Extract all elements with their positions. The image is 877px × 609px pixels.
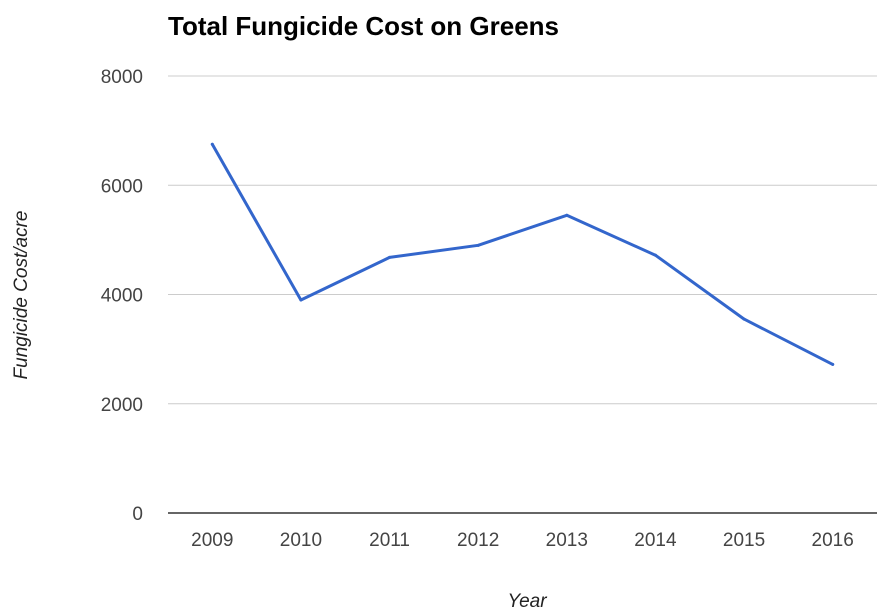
x-axis-title: Year xyxy=(507,591,547,609)
x-tick-label: 2014 xyxy=(634,530,677,551)
x-tick-label: 2010 xyxy=(280,530,322,551)
data-point xyxy=(210,142,214,146)
data-point xyxy=(653,253,657,257)
y-tick-label: 2000 xyxy=(101,395,143,416)
x-tick-label: 2012 xyxy=(457,530,499,551)
series-layer xyxy=(210,142,835,366)
x-tick-label: 2011 xyxy=(369,530,410,551)
data-point xyxy=(299,298,303,302)
y-tick-label: 4000 xyxy=(101,286,143,307)
series-line xyxy=(210,142,835,366)
x-tick-label: 2009 xyxy=(191,530,233,551)
data-point xyxy=(565,213,569,217)
data-point xyxy=(742,317,746,321)
x-tick-label: 2016 xyxy=(812,530,854,551)
chart-title: Total Fungicide Cost on Greens xyxy=(168,11,559,41)
y-tick-label: 6000 xyxy=(101,176,143,197)
data-point xyxy=(388,255,392,259)
y-tick-label: 0 xyxy=(132,504,143,525)
y-tick-label: 8000 xyxy=(101,67,143,88)
x-tick-label: 2013 xyxy=(546,530,588,551)
data-point xyxy=(476,243,480,247)
gridlines xyxy=(168,75,877,514)
x-axis-ticks: 2009 2010 2011 2012 2013 2014 2015 2016 xyxy=(191,530,854,551)
y-axis-ticks: 0 2000 4000 6000 8000 xyxy=(101,67,143,525)
data-point xyxy=(831,362,835,366)
y-axis-title: Fungicide Cost/acre xyxy=(11,211,32,380)
x-tick-label: 2015 xyxy=(723,530,765,551)
